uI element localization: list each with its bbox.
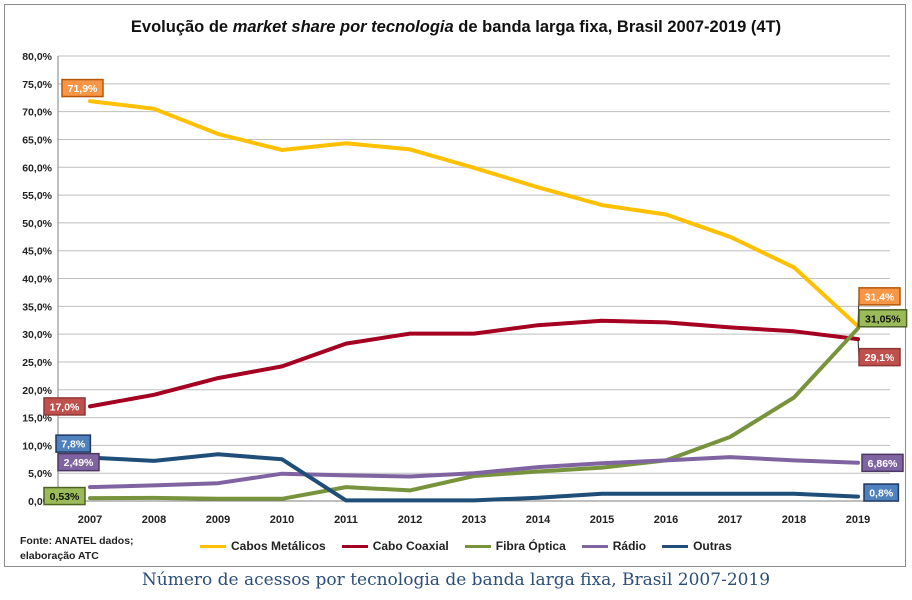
legend-item: Rádio — [581, 539, 647, 553]
series-line-3 — [88, 455, 860, 490]
y-tick-label: 80,0% — [22, 51, 52, 63]
legend-swatch — [464, 544, 491, 548]
y-tick-label: 30,0% — [22, 329, 52, 341]
source-note-line1: Fonte: ANATEL dados; — [20, 535, 134, 547]
legend-swatch — [200, 544, 226, 548]
x-tick-label: 2009 — [206, 514, 230, 526]
x-tick-label: 2017 — [718, 514, 742, 526]
series-line-0 — [88, 99, 860, 329]
x-tick-label: 2008 — [142, 514, 166, 526]
data-label-box — [61, 78, 104, 98]
data-label-box — [55, 434, 92, 453]
chart-title-suffix: de banda larga fixa, Brasil 2007-2019 (4… — [453, 18, 782, 36]
legend-label: Cabo Coaxial — [372, 539, 449, 553]
x-tick-label: 2014 — [526, 514, 551, 526]
data-label: 0,8% — [869, 488, 894, 500]
legend-swatch — [581, 544, 608, 548]
y-tick-label: 60,0% — [22, 162, 52, 174]
data-label: 29,1% — [865, 352, 895, 364]
data-label: 31,4% — [865, 291, 895, 303]
data-label-box — [861, 453, 904, 473]
legend-item: Cabo Coaxial — [341, 539, 449, 553]
legend-item: Fibra Óptica — [464, 539, 566, 553]
legend-label: Outras — [693, 539, 732, 553]
data-label: 2,49% — [64, 457, 94, 469]
legend-swatch — [662, 544, 689, 548]
series-line-4 — [88, 452, 860, 503]
y-tick-label: 65,0% — [22, 134, 52, 146]
x-tick-label: 2010 — [270, 514, 294, 526]
data-label-box — [858, 347, 901, 367]
data-label-box — [863, 483, 900, 502]
y-tick-label: 55,0% — [22, 190, 52, 202]
data-label-box — [57, 452, 100, 472]
data-label: 0,53% — [50, 491, 80, 503]
source-note: Fonte: ANATEL dados; elaboração ATC — [20, 534, 150, 564]
legend-label: Rádio — [612, 539, 647, 553]
x-tick-label: 2007 — [78, 514, 102, 526]
x-tick-label: 2015 — [590, 514, 614, 526]
y-tick-label: 10,0% — [22, 440, 52, 452]
y-tick-label: 25,0% — [22, 357, 52, 369]
legend-item: Outras — [662, 539, 732, 553]
y-tick-label: 35,0% — [22, 301, 52, 313]
legend-label: Fibra Óptica — [495, 539, 566, 553]
data-label-box — [43, 486, 86, 506]
y-tick-label: 20,0% — [22, 385, 52, 397]
y-tick-label: 75,0% — [22, 79, 52, 91]
data-label: 17,0% — [50, 401, 80, 413]
x-tick-label: 2012 — [398, 514, 422, 526]
y-tick-label: 5,0% — [28, 468, 53, 480]
chart-title: Evolução de market share por tecnologia … — [0, 18, 912, 37]
series-line-2 — [88, 326, 860, 501]
y-tick-label: 50,0% — [22, 218, 52, 230]
data-label-box — [43, 397, 86, 416]
figure-caption: Número de acessos por tecnologia de band… — [141, 570, 771, 590]
source-note-line2: elaboração ATC — [20, 550, 99, 562]
y-tick-label: 45,0% — [22, 246, 52, 258]
chart-title-prefix: Evolução de — [130, 18, 233, 36]
data-label-box — [858, 309, 908, 328]
data-label: 6,86% — [868, 458, 898, 470]
series-line-1 — [88, 318, 860, 409]
data-label: 71,9% — [68, 83, 98, 95]
legend-swatch — [341, 544, 368, 548]
data-label-box — [858, 287, 901, 306]
chart-title-italic: market share por tecnologia — [232, 18, 454, 36]
x-tick-label: 2018 — [782, 514, 806, 526]
y-tick-label: 70,0% — [22, 107, 52, 119]
x-tick-label: 2013 — [462, 514, 486, 526]
x-tick-label: 2016 — [654, 514, 678, 526]
legend-item: Cabos Metálicos — [200, 539, 326, 553]
chart-legend: Cabos Metálicos Cabo Coaxial Fibra Óptica R… — [200, 539, 732, 553]
x-tick-label: 2019 — [846, 514, 870, 526]
y-tick-label: 40,0% — [22, 274, 52, 286]
data-label: 7,8% — [61, 439, 86, 451]
legend-label: Cabos Metálicos — [231, 539, 326, 553]
x-tick-label: 2011 — [334, 514, 358, 526]
data-label: 31,05% — [865, 313, 901, 325]
